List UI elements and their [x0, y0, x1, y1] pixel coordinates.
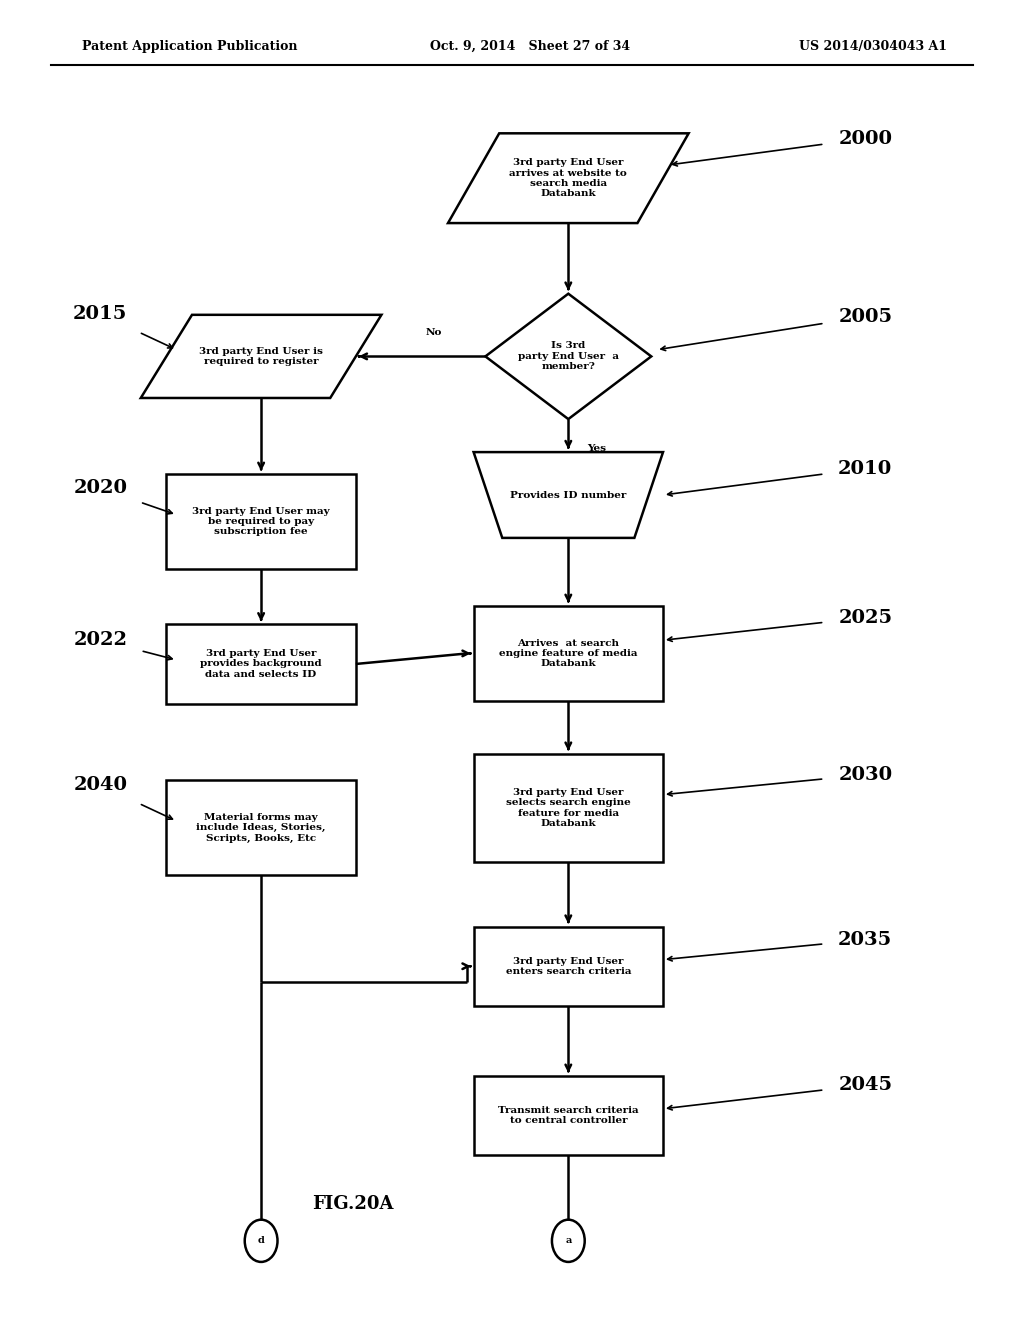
Text: a: a: [565, 1237, 571, 1245]
Text: 3rd party End User
provides background
data and selects ID: 3rd party End User provides background d…: [201, 649, 322, 678]
Text: Patent Application Publication: Patent Application Publication: [82, 40, 297, 53]
Bar: [473, 754, 664, 862]
Text: Arrives  at search
engine feature of media
Databank: Arrives at search engine feature of medi…: [499, 639, 638, 668]
Text: US 2014/0304043 A1: US 2014/0304043 A1: [799, 40, 947, 53]
Bar: [166, 780, 356, 875]
Text: 2022: 2022: [74, 631, 127, 649]
Text: 2020: 2020: [74, 479, 127, 498]
Text: 3rd party End User
enters search criteria: 3rd party End User enters search criteri…: [506, 957, 631, 975]
Bar: [473, 1076, 664, 1155]
Text: 3rd party End User
selects search engine
feature for media
Databank: 3rd party End User selects search engine…: [506, 788, 631, 828]
Text: FIG.20A: FIG.20A: [312, 1195, 394, 1213]
Text: 2035: 2035: [839, 931, 892, 949]
Text: No: No: [426, 329, 442, 337]
Text: 2010: 2010: [839, 459, 892, 478]
Bar: [166, 474, 356, 569]
Text: 2040: 2040: [74, 776, 127, 795]
Text: d: d: [258, 1237, 264, 1245]
Text: Is 3rd
party End User  a
member?: Is 3rd party End User a member?: [518, 342, 618, 371]
Bar: [166, 624, 356, 704]
Text: 3rd party End User
arrives at website to
search media
Databank: 3rd party End User arrives at website to…: [510, 158, 627, 198]
Text: 3rd party End User may
be required to pay
subscription fee: 3rd party End User may be required to pa…: [193, 507, 330, 536]
Text: 2005: 2005: [839, 308, 892, 326]
Text: 2015: 2015: [73, 305, 128, 323]
Text: Oct. 9, 2014   Sheet 27 of 34: Oct. 9, 2014 Sheet 27 of 34: [430, 40, 630, 53]
Text: 2045: 2045: [839, 1076, 892, 1094]
Bar: [473, 606, 664, 701]
Text: Provides ID number: Provides ID number: [510, 491, 627, 499]
Text: Yes: Yes: [588, 444, 606, 453]
Bar: [473, 927, 664, 1006]
Text: Transmit search criteria
to central controller: Transmit search criteria to central cont…: [498, 1106, 639, 1125]
Text: 2000: 2000: [839, 129, 892, 148]
Text: Material forms may
include Ideas, Stories,
Scripts, Books, Etc: Material forms may include Ideas, Storie…: [197, 813, 326, 842]
Text: 2025: 2025: [839, 609, 892, 627]
Text: 2030: 2030: [839, 766, 892, 784]
Text: 3rd party End User is
required to register: 3rd party End User is required to regist…: [200, 347, 323, 366]
